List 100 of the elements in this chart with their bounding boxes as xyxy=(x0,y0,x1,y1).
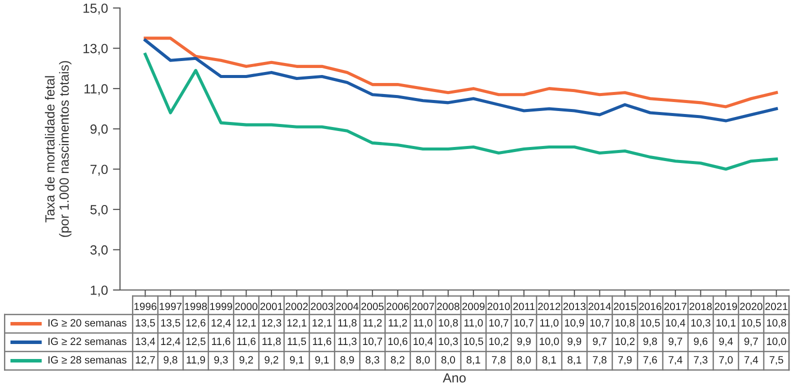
data-label: 11,5 xyxy=(288,338,306,346)
data-label: 7,3 xyxy=(694,356,708,365)
data-label: 11,0 xyxy=(540,319,559,328)
x-tick-label: 2019 xyxy=(714,302,737,310)
data-label: 12,7 xyxy=(136,356,155,365)
data-label: 10,2 xyxy=(489,338,508,346)
y-tick-label: 5,0 xyxy=(90,204,108,216)
data-label: 9,2 xyxy=(239,356,253,365)
data-label: 8,0 xyxy=(416,356,430,365)
data-label: 8,1 xyxy=(568,356,582,365)
data-label: 10,7 xyxy=(514,319,534,328)
x-tick-label: 2016 xyxy=(639,302,662,310)
legend-label: IG ≥ 20 semanas xyxy=(48,319,126,327)
data-label: 10,5 xyxy=(464,338,484,346)
data-label: 12,1 xyxy=(287,319,306,328)
data-label: 7,4 xyxy=(744,356,758,365)
data-label: 9,6 xyxy=(694,338,708,346)
data-label: 8,1 xyxy=(542,356,556,365)
x-tick-label: 1998 xyxy=(184,302,207,310)
data-label: 10,7 xyxy=(363,338,382,346)
data-label: 10,8 xyxy=(616,319,635,328)
data-label: 9,1 xyxy=(315,356,329,365)
y-tick-label: 9,0 xyxy=(90,124,108,136)
x-tick-label: 2000 xyxy=(235,302,258,310)
data-label: 9,8 xyxy=(643,338,657,346)
data-label: 11,6 xyxy=(237,338,256,346)
data-label: 8,0 xyxy=(441,356,456,365)
x-tick-label: 1999 xyxy=(210,302,232,310)
data-label: 13,5 xyxy=(161,319,180,328)
y-tick-label: 15,0 xyxy=(84,4,108,14)
x-tick-label: 2001 xyxy=(260,302,283,310)
data-label: 10,6 xyxy=(388,338,408,346)
data-label: 12,6 xyxy=(186,319,206,328)
data-label: 10,5 xyxy=(742,319,761,328)
data-label: 11,0 xyxy=(464,319,483,328)
data-label: 11,2 xyxy=(388,319,407,328)
x-tick-label: 2013 xyxy=(563,302,586,310)
data-label: 12,4 xyxy=(161,338,180,346)
data-label: 9,7 xyxy=(668,338,682,346)
x-tick-label: 1997 xyxy=(160,302,182,310)
data-label: 10,8 xyxy=(767,319,786,328)
x-tick-label: 2004 xyxy=(336,302,358,310)
data-label: 13,5 xyxy=(136,319,155,328)
x-tick-label: 2014 xyxy=(588,302,611,310)
data-label: 10,7 xyxy=(489,319,508,328)
data-label: 11,9 xyxy=(186,356,205,365)
x-tick-label: 2017 xyxy=(664,302,686,310)
y-tick-label: 11,0 xyxy=(84,84,108,96)
y-tick-label: 7,0 xyxy=(90,164,108,176)
data-label: 13,4 xyxy=(136,338,156,346)
data-label: 10,0 xyxy=(767,338,786,346)
data-label: 7,9 xyxy=(618,356,632,365)
legend-label: IG ≥ 22 semanas xyxy=(48,338,126,346)
data-label: 9,1 xyxy=(290,356,304,365)
y-tick-label: 13,0 xyxy=(84,44,108,55)
data-label: 9,7 xyxy=(744,338,758,346)
line-series xyxy=(144,38,778,122)
y-tick-label: 1,0 xyxy=(90,286,108,296)
x-tick-label: 2021 xyxy=(765,302,788,310)
data-label: 8,0 xyxy=(517,356,531,365)
data-label: 11,2 xyxy=(363,319,382,328)
x-axis-title: Ano xyxy=(442,373,466,383)
data-label: 9,4 xyxy=(719,338,733,346)
data-label: 12,5 xyxy=(186,338,206,346)
data-label: 10,0 xyxy=(540,338,559,346)
data-label: 8,1 xyxy=(466,356,480,365)
y-tick-label: 3,0 xyxy=(90,245,108,256)
data-label: 9,9 xyxy=(517,338,531,346)
data-label: 7,6 xyxy=(643,356,657,365)
data-label: 10,4 xyxy=(666,319,686,328)
data-label: 11,8 xyxy=(262,338,281,346)
x-tick-label: 2015 xyxy=(614,302,636,310)
line-series xyxy=(144,36,778,108)
data-label: 12,3 xyxy=(262,319,282,328)
data-label: 10,3 xyxy=(438,338,458,346)
y-axis-title: Taxa de mortalidade fetal (por 1.000 nascimentos totais) xyxy=(44,61,72,237)
line-series xyxy=(144,52,778,171)
x-tick-label: 1996 xyxy=(134,302,156,310)
data-label: 7,4 xyxy=(668,356,682,365)
x-tick-label: 2007 xyxy=(412,302,434,310)
data-label: 10,2 xyxy=(616,338,635,346)
data-label: 7,0 xyxy=(719,356,733,365)
data-label: 10,8 xyxy=(438,319,458,328)
data-label: 12,1 xyxy=(312,319,332,328)
x-tick-label: 2020 xyxy=(740,302,762,310)
data-label: 8,3 xyxy=(366,356,380,365)
data-label: 9,8 xyxy=(164,356,178,365)
x-tick-label: 2006 xyxy=(386,302,409,310)
data-label: 12,1 xyxy=(236,319,256,328)
data-label: 9,2 xyxy=(264,356,278,365)
data-label: 11,8 xyxy=(338,319,357,328)
data-label: 10,4 xyxy=(414,338,433,346)
data-label: 10,5 xyxy=(640,319,660,328)
data-label: 10,1 xyxy=(716,319,736,328)
x-tick-label: 2009 xyxy=(462,302,485,310)
data-label: 7,5 xyxy=(770,356,784,365)
data-label: 11,0 xyxy=(414,319,432,328)
legend-label: IG ≥ 28 semanas xyxy=(48,356,126,364)
data-label: 9,3 xyxy=(214,356,228,365)
data-label: 8,2 xyxy=(390,356,404,365)
